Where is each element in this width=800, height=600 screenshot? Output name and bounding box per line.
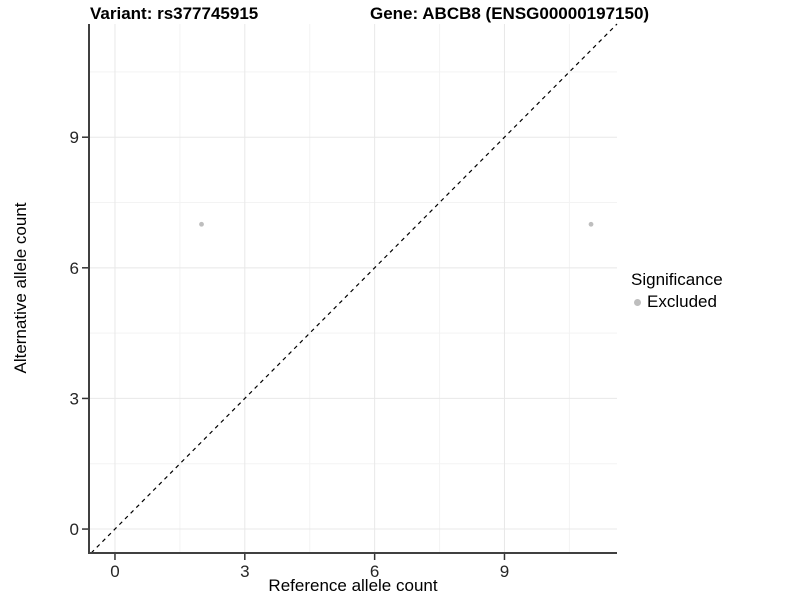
legend-marker-circle-icon — [634, 298, 641, 306]
y-tick-label: 0 — [70, 520, 79, 539]
x-tick-label: 6 — [370, 562, 379, 581]
legend: Significance Excluded — [631, 270, 723, 312]
variant-title: Variant: rs377745915 — [90, 4, 259, 23]
x-tick-label: 3 — [240, 562, 249, 581]
x-axis-title: Reference allele count — [268, 576, 438, 595]
y-axis-title: Alternative allele count — [11, 202, 30, 374]
data-point — [199, 221, 204, 227]
y-tick-label: 6 — [70, 259, 79, 278]
legend-item-label: Excluded — [647, 292, 717, 311]
legend-title: Significance — [631, 270, 723, 289]
legend-item-excluded: Excluded — [634, 292, 723, 312]
x-tick-label: 9 — [500, 562, 509, 581]
x-tick-label: 0 — [110, 562, 119, 581]
data-point — [588, 221, 594, 227]
gene-title: Gene: ABCB8 (ENSG00000197150) — [370, 4, 650, 23]
identity-dashed-line — [90, 23, 618, 554]
y-tick-label: 3 — [70, 389, 79, 408]
y-tick-label: 9 — [70, 128, 79, 147]
